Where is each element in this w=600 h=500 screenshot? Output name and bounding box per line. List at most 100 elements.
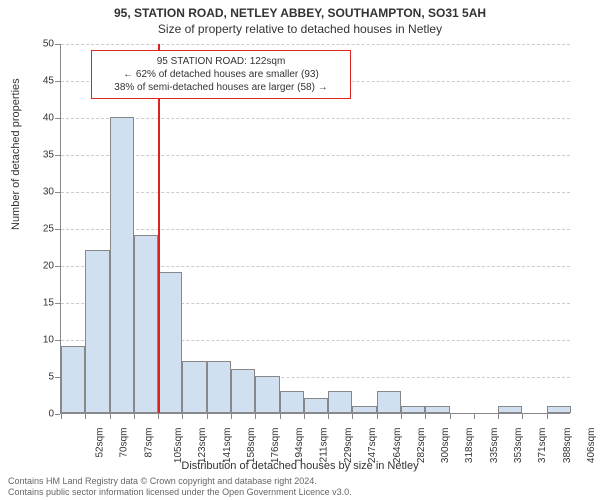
x-tick-label: 264sqm: [392, 428, 403, 464]
x-tick-label: 141sqm: [222, 428, 233, 464]
x-tick-label: 353sqm: [513, 428, 524, 464]
x-tick: [158, 414, 159, 419]
gridline: [61, 192, 570, 193]
y-tick: [55, 414, 60, 415]
y-axis-label: Number of detached properties: [10, 78, 22, 230]
y-tick: [55, 118, 60, 119]
x-tick: [377, 414, 378, 419]
x-tick-label: 247sqm: [367, 428, 378, 464]
callout-line: 95 STATION ROAD: 122sqm: [98, 55, 344, 68]
page-title: 95, STATION ROAD, NETLEY ABBEY, SOUTHAMP…: [0, 6, 600, 20]
histogram-bar: [498, 406, 522, 413]
x-tick: [498, 414, 499, 419]
x-tick: [547, 414, 548, 419]
callout-line: 38% of semi-detached houses are larger (…: [98, 81, 344, 94]
gridline: [61, 229, 570, 230]
x-tick: [255, 414, 256, 419]
x-tick: [110, 414, 111, 419]
histogram-bar: [110, 117, 134, 413]
y-tick-label: 35: [24, 150, 54, 161]
x-tick-label: 229sqm: [343, 428, 354, 464]
y-tick-label: 20: [24, 261, 54, 272]
y-tick-label: 10: [24, 335, 54, 346]
histogram-bar: [352, 406, 376, 413]
histogram-bar: [61, 346, 85, 413]
x-tick-label: 176sqm: [270, 428, 281, 464]
histogram-plot: 0510152025303540455052sqm70sqm87sqm105sq…: [60, 44, 570, 414]
x-tick-label: 371sqm: [537, 428, 548, 464]
footer-line-1: Contains HM Land Registry data © Crown c…: [8, 476, 352, 487]
y-tick-label: 45: [24, 76, 54, 87]
x-tick-label: 406sqm: [586, 428, 597, 464]
y-tick-label: 50: [24, 39, 54, 50]
y-tick-label: 40: [24, 113, 54, 124]
callout-line: ← 62% of detached houses are smaller (93…: [98, 68, 344, 81]
y-tick: [55, 192, 60, 193]
histogram-bar: [401, 406, 425, 413]
histogram-bar: [134, 235, 158, 413]
y-tick-label: 15: [24, 298, 54, 309]
x-tick: [231, 414, 232, 419]
footer-line-2: Contains public sector information licen…: [8, 487, 352, 498]
x-tick: [304, 414, 305, 419]
histogram-bar: [280, 391, 304, 413]
y-tick: [55, 155, 60, 156]
histogram-bar: [547, 406, 571, 413]
histogram-bar: [85, 250, 109, 413]
y-tick: [55, 81, 60, 82]
histogram-bar: [158, 272, 182, 413]
histogram-bar: [207, 361, 231, 413]
y-tick-label: 30: [24, 187, 54, 198]
y-tick: [55, 44, 60, 45]
gridline: [61, 118, 570, 119]
y-tick: [55, 377, 60, 378]
page-subtitle: Size of property relative to detached ho…: [0, 22, 600, 36]
y-tick-label: 5: [24, 372, 54, 383]
x-tick-label: 300sqm: [440, 428, 451, 464]
x-tick: [207, 414, 208, 419]
x-axis-label: Distribution of detached houses by size …: [0, 460, 600, 472]
x-tick: [522, 414, 523, 419]
x-tick: [328, 414, 329, 419]
histogram-bar: [182, 361, 206, 413]
x-tick: [182, 414, 183, 419]
x-tick-label: 282sqm: [416, 428, 427, 464]
callout-box: 95 STATION ROAD: 122sqm← 62% of detached…: [91, 50, 351, 99]
y-tick: [55, 266, 60, 267]
histogram-bar: [231, 369, 255, 413]
x-tick-label: 105sqm: [173, 428, 184, 464]
x-tick: [61, 414, 62, 419]
x-tick-label: 158sqm: [246, 428, 257, 464]
x-tick-label: 52sqm: [95, 428, 106, 458]
x-tick-label: 211sqm: [318, 428, 329, 463]
x-tick: [474, 414, 475, 419]
histogram-bar: [304, 398, 328, 413]
y-tick-label: 25: [24, 224, 54, 235]
x-tick: [352, 414, 353, 419]
x-tick-label: 388sqm: [562, 428, 573, 464]
y-tick: [55, 340, 60, 341]
x-tick-label: 70sqm: [119, 428, 130, 458]
gridline: [61, 155, 570, 156]
x-tick-label: 335sqm: [489, 428, 500, 464]
y-tick-label: 0: [24, 409, 54, 420]
reference-line: [158, 44, 160, 413]
x-tick: [134, 414, 135, 419]
footer-attribution: Contains HM Land Registry data © Crown c…: [8, 476, 352, 499]
x-tick-label: 87sqm: [143, 428, 154, 458]
chart-area: 0510152025303540455052sqm70sqm87sqm105sq…: [60, 44, 570, 414]
x-tick-label: 318sqm: [465, 428, 476, 464]
histogram-bar: [425, 406, 449, 413]
histogram-bar: [328, 391, 352, 413]
x-tick: [450, 414, 451, 419]
x-tick: [85, 414, 86, 419]
x-tick-label: 194sqm: [295, 428, 306, 464]
x-tick: [280, 414, 281, 419]
histogram-bar: [377, 391, 401, 413]
y-tick: [55, 229, 60, 230]
x-tick: [425, 414, 426, 419]
x-tick: [401, 414, 402, 419]
histogram-bar: [255, 376, 279, 413]
x-tick-label: 123sqm: [197, 428, 208, 464]
y-tick: [55, 303, 60, 304]
